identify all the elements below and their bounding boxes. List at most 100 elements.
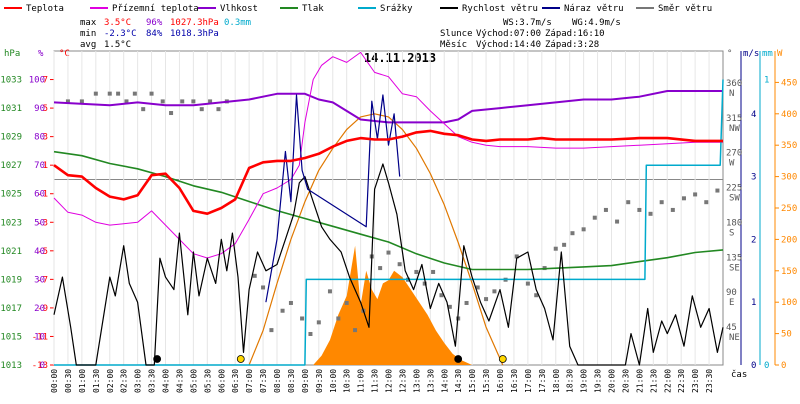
humidity-tick-label: 100	[29, 76, 45, 86]
wind-direction-point	[659, 200, 664, 205]
direction-tick-label: 90	[726, 288, 737, 298]
x-tick-label: 02:00	[106, 369, 115, 393]
solar-theoretical-line	[248, 113, 504, 366]
wind-direction-point	[553, 246, 558, 251]
wind-direction-point	[439, 293, 444, 298]
x-tick-label: 08:30	[287, 369, 296, 393]
pressure-tick-label: 1033	[0, 76, 22, 86]
x-tick-label: 14:00	[440, 369, 449, 393]
pressure-tick-label: 1017	[0, 304, 22, 314]
unit-mm: mm	[762, 49, 773, 59]
speed-tick-label: 0	[751, 361, 756, 371]
direction-tick-label: 45	[726, 323, 737, 333]
x-tick-label: 06:00	[217, 369, 226, 393]
speed-tick-label: 3	[751, 173, 756, 183]
temp-tick-label: -7	[37, 275, 48, 285]
legend-label: Rychlost větru	[462, 4, 538, 14]
x-tick-label: 10:30	[343, 369, 352, 393]
wind-direction-point	[581, 227, 586, 232]
direction-letter: N	[729, 89, 734, 99]
sun-label: Slunce	[440, 29, 473, 39]
humidity-line	[53, 90, 723, 124]
wind-direction-point	[141, 107, 146, 112]
solar-tick-label: 200	[781, 235, 797, 245]
wind-direction-point	[132, 91, 137, 96]
x-tick-label: 01:00	[78, 369, 87, 393]
wind-direction-point	[316, 320, 321, 325]
wind-direction-point	[169, 111, 174, 116]
chart-marks	[53, 51, 724, 366]
x-tick-label: 19:30	[594, 369, 603, 393]
wind-direction-point	[199, 107, 204, 112]
legend-label: Teplota	[26, 4, 64, 14]
x-tick-label: 00:00	[50, 369, 59, 393]
legend-label: Přízemní teplota	[112, 4, 199, 14]
temp-tick-label: 3	[43, 133, 48, 143]
unit-celsius: °C	[59, 49, 70, 59]
avg-temp: 1.5°C	[104, 40, 131, 50]
x-tick-label: 09:30	[315, 369, 324, 393]
wind-direction-point	[464, 300, 469, 305]
unit-ms: m/s	[743, 49, 759, 59]
sun-set: Západ:16:10	[545, 29, 605, 39]
x-tick-label: 12:00	[385, 369, 394, 393]
wind-direction-point	[216, 107, 221, 112]
x-tick-label: 16:30	[510, 369, 519, 393]
rain-line	[54, 79, 724, 366]
min-temp: -2.3°C	[104, 29, 137, 39]
x-tick-label: 22:30	[677, 369, 686, 393]
direction-letter: E	[729, 298, 734, 308]
min-press: 1018.3hPa	[170, 29, 219, 39]
wind-direction-point	[280, 308, 285, 313]
stats-block: max 3.5°C 96% 1027.3hPa 0.3mm min -2.3°C…	[80, 18, 621, 50]
solar-radiation-area	[313, 245, 473, 365]
humidity-tick-label: 80	[34, 133, 45, 143]
humidity-tick-label: 90	[34, 104, 45, 114]
rain-tick-label: 1	[764, 76, 769, 86]
x-tick-label: 12:30	[398, 369, 407, 393]
pressure-tick-label: 1025	[0, 190, 22, 200]
chart-title: 14.11.2013	[364, 51, 436, 65]
wind-direction-point	[570, 231, 575, 236]
direction-tick-label: 180	[726, 218, 742, 228]
wind-direction-point	[160, 99, 165, 104]
speed-tick-label: 2	[751, 235, 756, 245]
unit-percent: %	[38, 49, 44, 59]
wind-direction-point	[693, 192, 698, 197]
x-tick-label: 15:00	[468, 369, 477, 393]
x-tick-label: 17:00	[524, 369, 533, 393]
temp-tick-label: 1	[43, 161, 48, 171]
wind-direction-point	[447, 304, 452, 309]
wind-direction-point	[475, 285, 480, 290]
x-tick-label: 04:00	[162, 369, 171, 393]
temp-tick-label: -9	[37, 304, 48, 314]
wind-direction-point	[149, 91, 154, 96]
x-tick-label: 18:00	[552, 369, 561, 393]
wind-direction-point	[288, 300, 293, 305]
wind-direction-point	[308, 331, 313, 336]
wind-direction-point	[562, 242, 567, 247]
legend-label: Tlak	[302, 4, 324, 14]
wind-direction-point	[65, 99, 70, 104]
wind-direction-point	[116, 91, 121, 96]
unit-degree: °	[727, 49, 732, 59]
speed-tick-label: 1	[751, 298, 756, 308]
humidity-tick-label: 60	[34, 190, 45, 200]
wind-gust-max: WG:4.9m/s	[572, 18, 621, 28]
wind-direction-point	[715, 188, 720, 193]
solar-tick-label: 400	[781, 110, 797, 120]
x-tick-label: 07:30	[259, 369, 268, 393]
humidity-tick-label: 20	[34, 304, 45, 314]
max-temp: 3.5°C	[104, 18, 131, 28]
unit-hpa: hPa	[4, 49, 20, 59]
min-hum: 84%	[146, 29, 163, 39]
x-axis-label: čas	[731, 369, 747, 380]
humidity-tick-label: 70	[34, 161, 45, 171]
unit-watt: W	[777, 49, 783, 59]
wind-direction-point	[378, 266, 383, 271]
wind-direction-point	[484, 297, 489, 302]
x-tick-label: 19:00	[580, 369, 589, 393]
x-tick-label: 23:00	[691, 369, 700, 393]
temp-tick-label: -13	[32, 361, 48, 371]
x-tick-label: 05:00	[189, 369, 198, 393]
